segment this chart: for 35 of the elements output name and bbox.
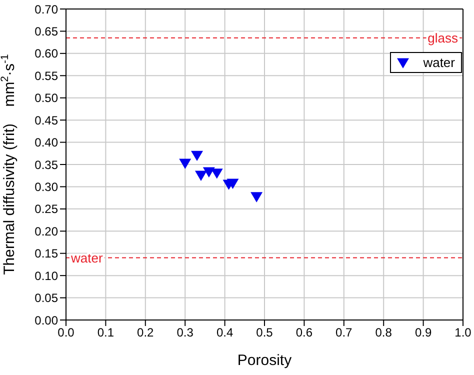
x-tick-label: 0.5 xyxy=(256,326,274,340)
x-tick-label: 0.4 xyxy=(216,326,234,340)
y-tick-label: 0.45 xyxy=(34,113,58,128)
x-tick-label: 0.1 xyxy=(97,326,114,340)
y-tick-label: 0.35 xyxy=(34,158,58,172)
y-tick-label: 0.00 xyxy=(34,313,58,328)
x-tick-label: 0.8 xyxy=(375,326,392,340)
y-tick-label: 0.55 xyxy=(34,68,58,83)
x-tick-label: 1.0 xyxy=(454,326,472,340)
x-tick-label: 0.3 xyxy=(176,326,194,340)
y-tick-label: 0.50 xyxy=(34,91,58,106)
x-tick-label: 0.2 xyxy=(137,326,154,340)
x-axis-title: Porosity xyxy=(237,352,292,369)
point xyxy=(194,170,207,182)
legend-label: water xyxy=(423,55,455,70)
y-tick-label: 0.40 xyxy=(34,136,58,150)
y-tick-label: 0.30 xyxy=(34,180,58,194)
point xyxy=(250,192,263,202)
y-tick-label: 0.60 xyxy=(34,46,58,61)
ref-line-label: water xyxy=(70,250,104,266)
y-tick-label: 0.05 xyxy=(34,291,58,306)
x-tick-label: 0.0 xyxy=(58,326,75,340)
y-tick-label: 0.20 xyxy=(34,224,58,238)
point xyxy=(226,178,239,190)
x-tick-label: 0.9 xyxy=(414,326,432,340)
x-tick-label: 0.7 xyxy=(336,326,353,340)
point xyxy=(179,158,192,170)
point xyxy=(191,150,204,162)
y-tick-label: 0.25 xyxy=(34,202,58,216)
x-tick-label: 0.6 xyxy=(296,326,313,340)
y-tick-label: 0.65 xyxy=(34,24,58,38)
ref-line-label: glass xyxy=(428,30,458,46)
y-tick-label: 0.15 xyxy=(34,246,58,261)
y-tick-label: 0.70 xyxy=(34,2,58,16)
y-tick-label: 0.10 xyxy=(34,268,58,283)
